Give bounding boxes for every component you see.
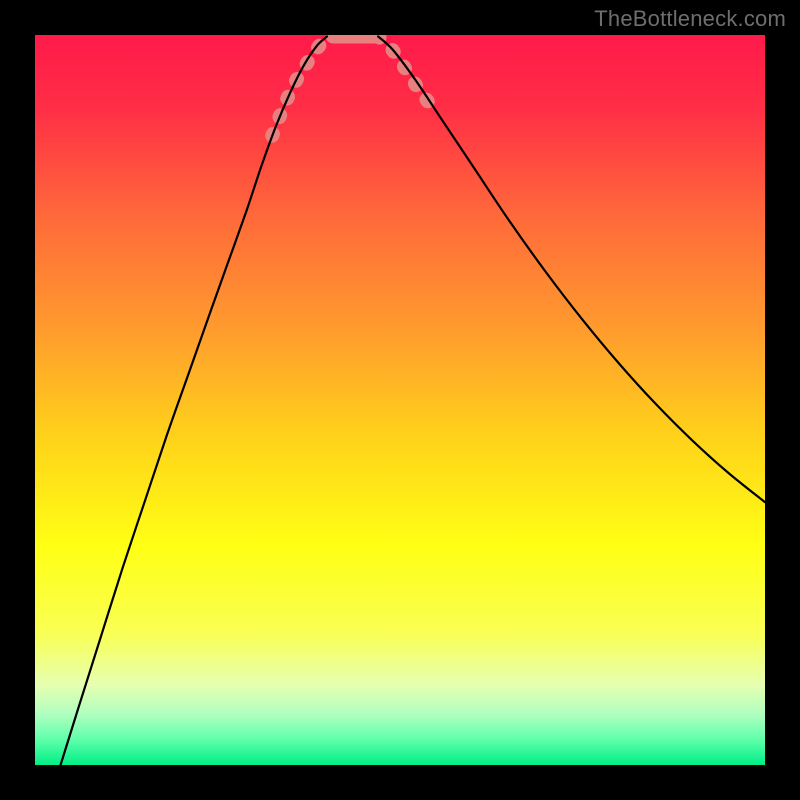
confidence-band-left	[272, 36, 333, 135]
curve-layer	[35, 35, 765, 765]
watermark-text: TheBottleneck.com	[594, 6, 786, 32]
curve-right	[378, 36, 765, 502]
confidence-band-right	[378, 36, 433, 108]
plot-area	[35, 35, 765, 765]
curve-left	[61, 36, 327, 765]
chart-frame: TheBottleneck.com	[0, 0, 800, 800]
